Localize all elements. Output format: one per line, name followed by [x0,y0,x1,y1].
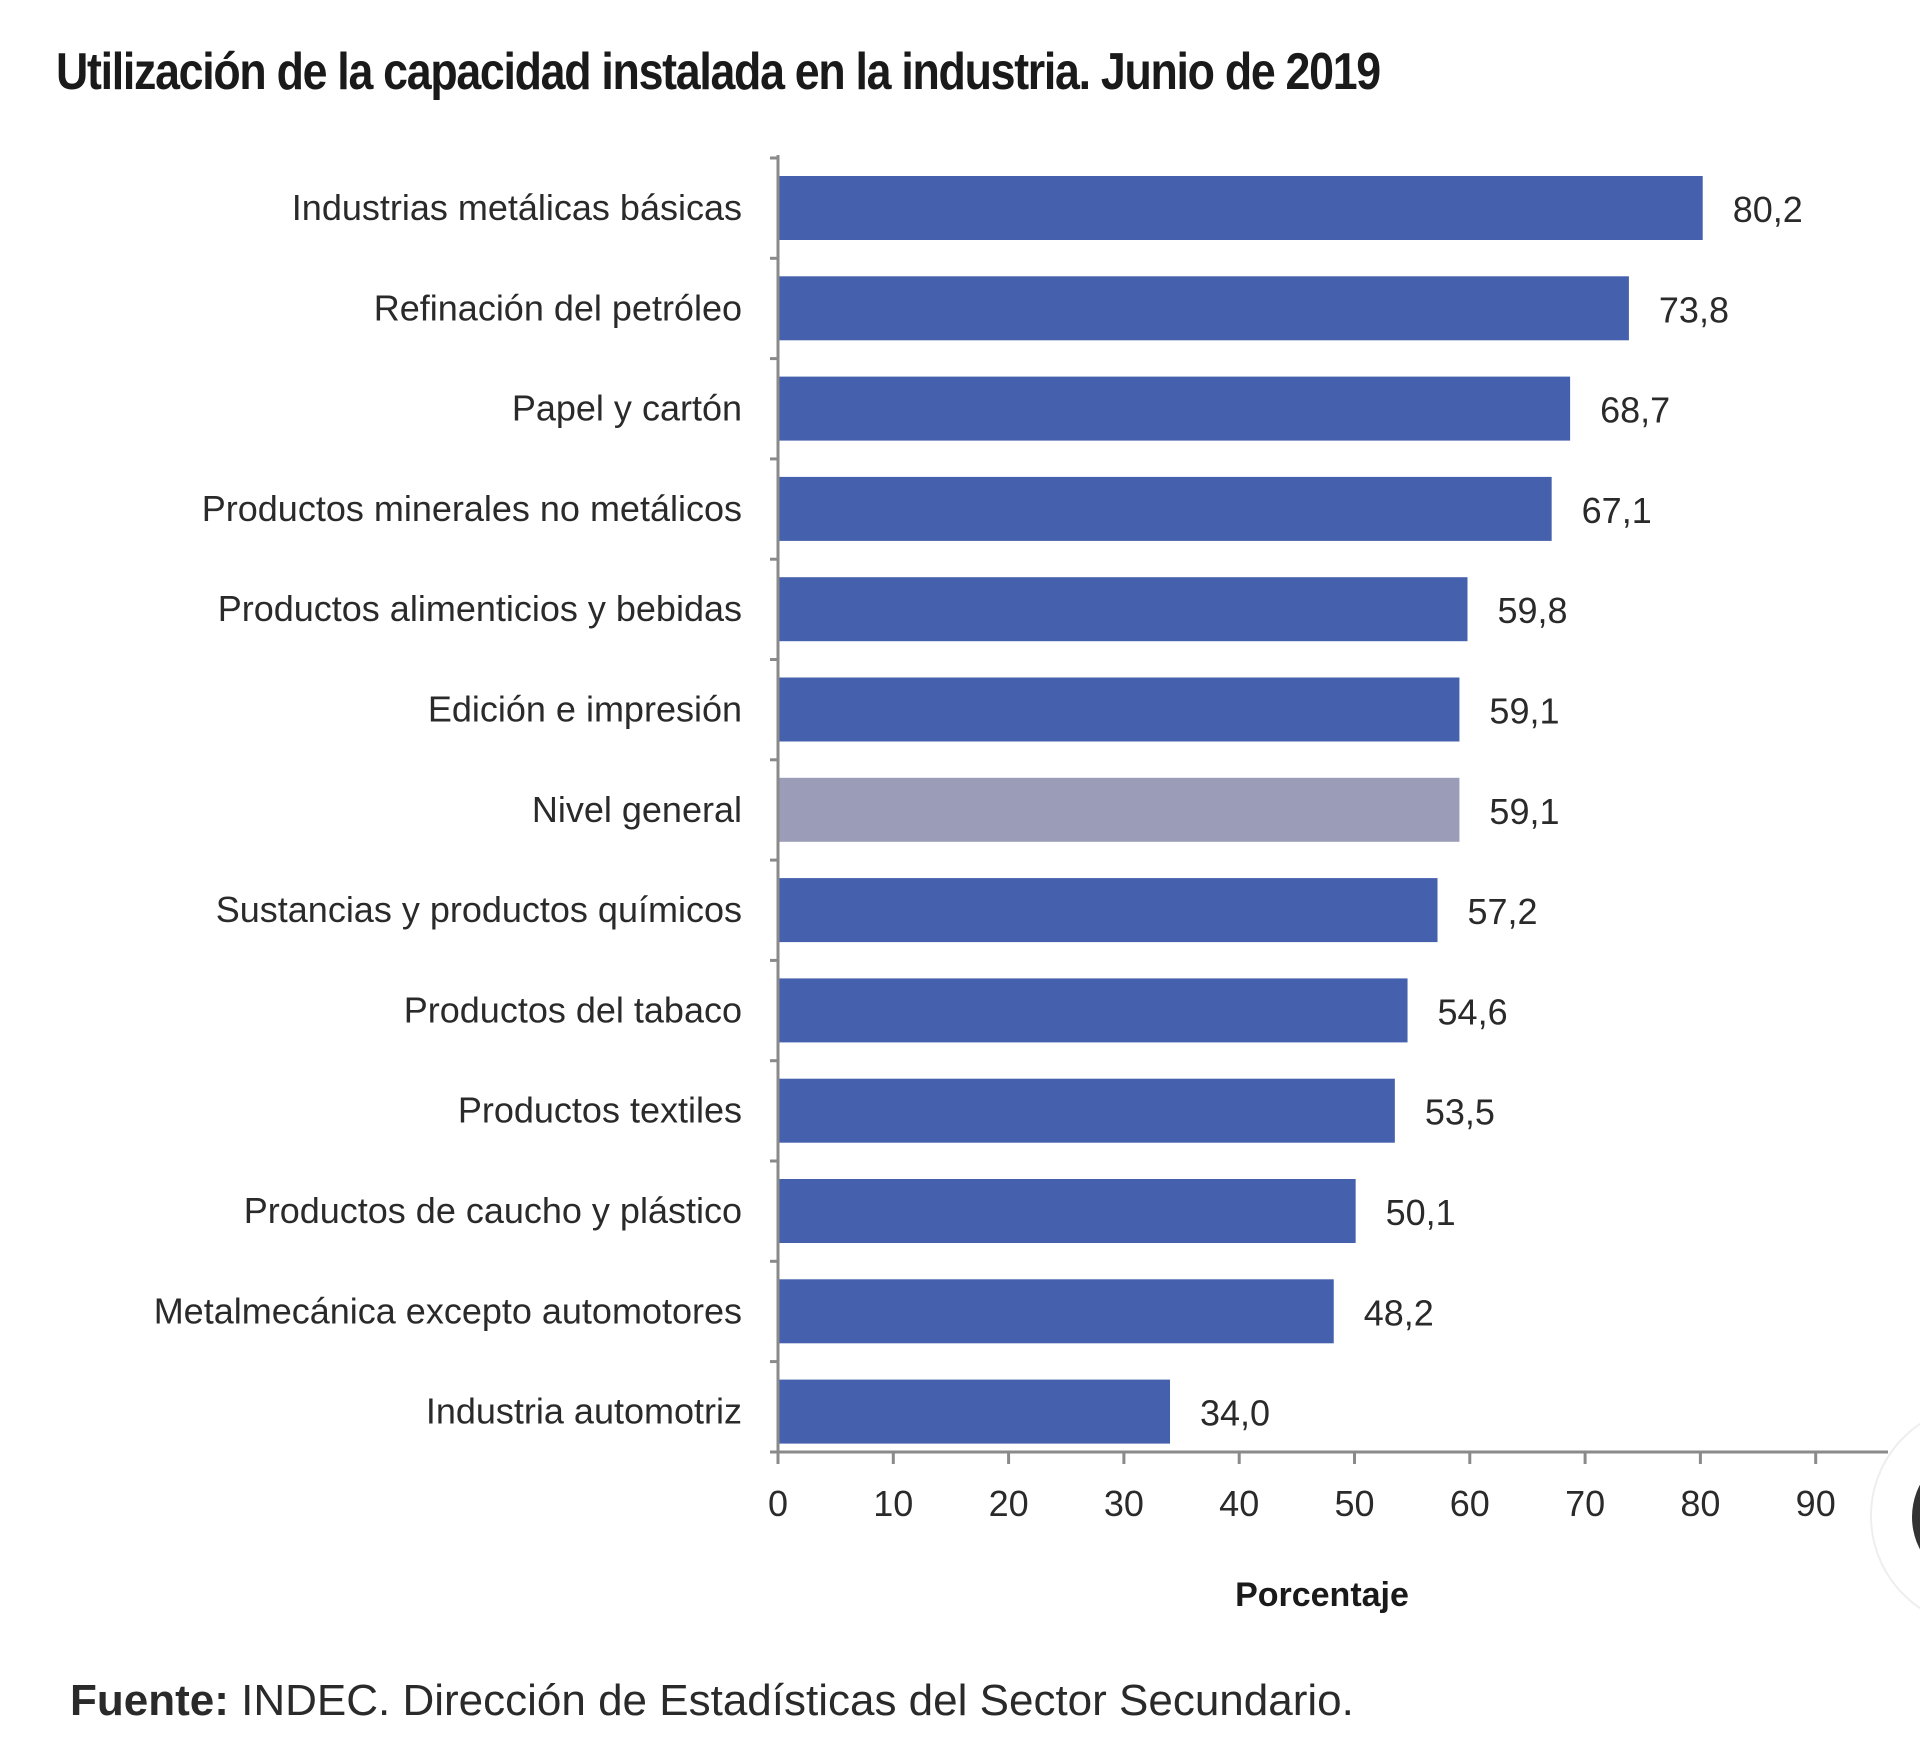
x-axis-title: Porcentaje [1235,1576,1409,1614]
source-text: INDEC. Dirección de Estadísticas del Sec… [228,1676,1354,1725]
value-label: 67,1 [1582,490,1652,531]
x-tick-label: 10 [873,1483,913,1524]
bar [778,978,1408,1043]
value-labels: 80,2 73,8 68,7 67,1 59,8 59,1 59,1 57,2 54,6 53,5… [1200,189,1803,1434]
value-label: 34,0 [1200,1393,1270,1434]
value-label: 50,1 [1386,1192,1456,1233]
category-label: Edición e impresión [428,689,742,730]
bar [778,878,1438,943]
category-label: Papel y cartón [512,388,742,429]
value-label: 68,7 [1600,390,1670,431]
category-label: Metalmecánica excepto automotores [154,1290,742,1331]
x-tick-label: 40 [1219,1483,1259,1524]
x-ticks: 0 10 20 30 40 50 60 70 80 90 [768,156,1836,1524]
category-label: Industrias metálicas básicas [292,187,742,228]
x-tick-label: 70 [1565,1483,1605,1524]
bars-layer [778,176,1703,1444]
category-label: Productos alimenticios y bebidas [218,588,742,629]
bar [778,677,1460,742]
value-label: 59,1 [1489,691,1559,732]
value-label: 59,1 [1489,791,1559,832]
x-tick-label: 80 [1680,1483,1720,1524]
category-label: Sustancias y productos químicos [216,889,742,930]
x-tick-label: 30 [1104,1483,1144,1524]
bar [778,276,1629,341]
x-tick-label: 60 [1450,1483,1490,1524]
source-note: Fuente: INDEC. Dirección de Estadísticas… [70,1676,1354,1726]
value-label: 54,6 [1438,991,1508,1032]
category-label: Nivel general [532,789,742,830]
circle-icon [1912,1452,1920,1582]
x-tick-label: 0 [768,1483,788,1524]
value-label: 73,8 [1659,289,1729,330]
value-label: 53,5 [1425,1092,1495,1133]
category-label: Productos textiles [458,1090,742,1131]
x-tick-label: 20 [989,1483,1029,1524]
bar [778,176,1703,240]
category-label: Productos del tabaco [404,989,742,1030]
value-label: 48,2 [1364,1292,1434,1333]
bar [778,1279,1334,1344]
bar [778,1379,1171,1444]
category-label: Productos de caucho y plástico [244,1190,742,1231]
bar [778,577,1468,642]
value-label: 80,2 [1733,189,1803,230]
x-tick-label: 50 [1334,1483,1374,1524]
category-label: Industria automotriz [426,1391,742,1432]
bar-highlight [778,777,1460,842]
bar [778,476,1552,541]
source-prefix: Fuente: [70,1676,229,1725]
bar [778,1078,1395,1143]
category-label: Refinación del petróleo [374,287,742,328]
axis-layer [774,155,1888,1454]
chart-title: Utilización de la capacidad instalada en… [56,43,1381,101]
category-labels: Industrias metálicas básicas Refinación d… [154,187,742,1432]
value-label: 57,2 [1468,891,1538,932]
value-label: 59,8 [1497,590,1567,631]
x-tick-label: 90 [1796,1483,1836,1524]
category-label: Productos minerales no metálicos [202,488,742,529]
bar [778,1179,1356,1243]
bar [778,376,1571,441]
